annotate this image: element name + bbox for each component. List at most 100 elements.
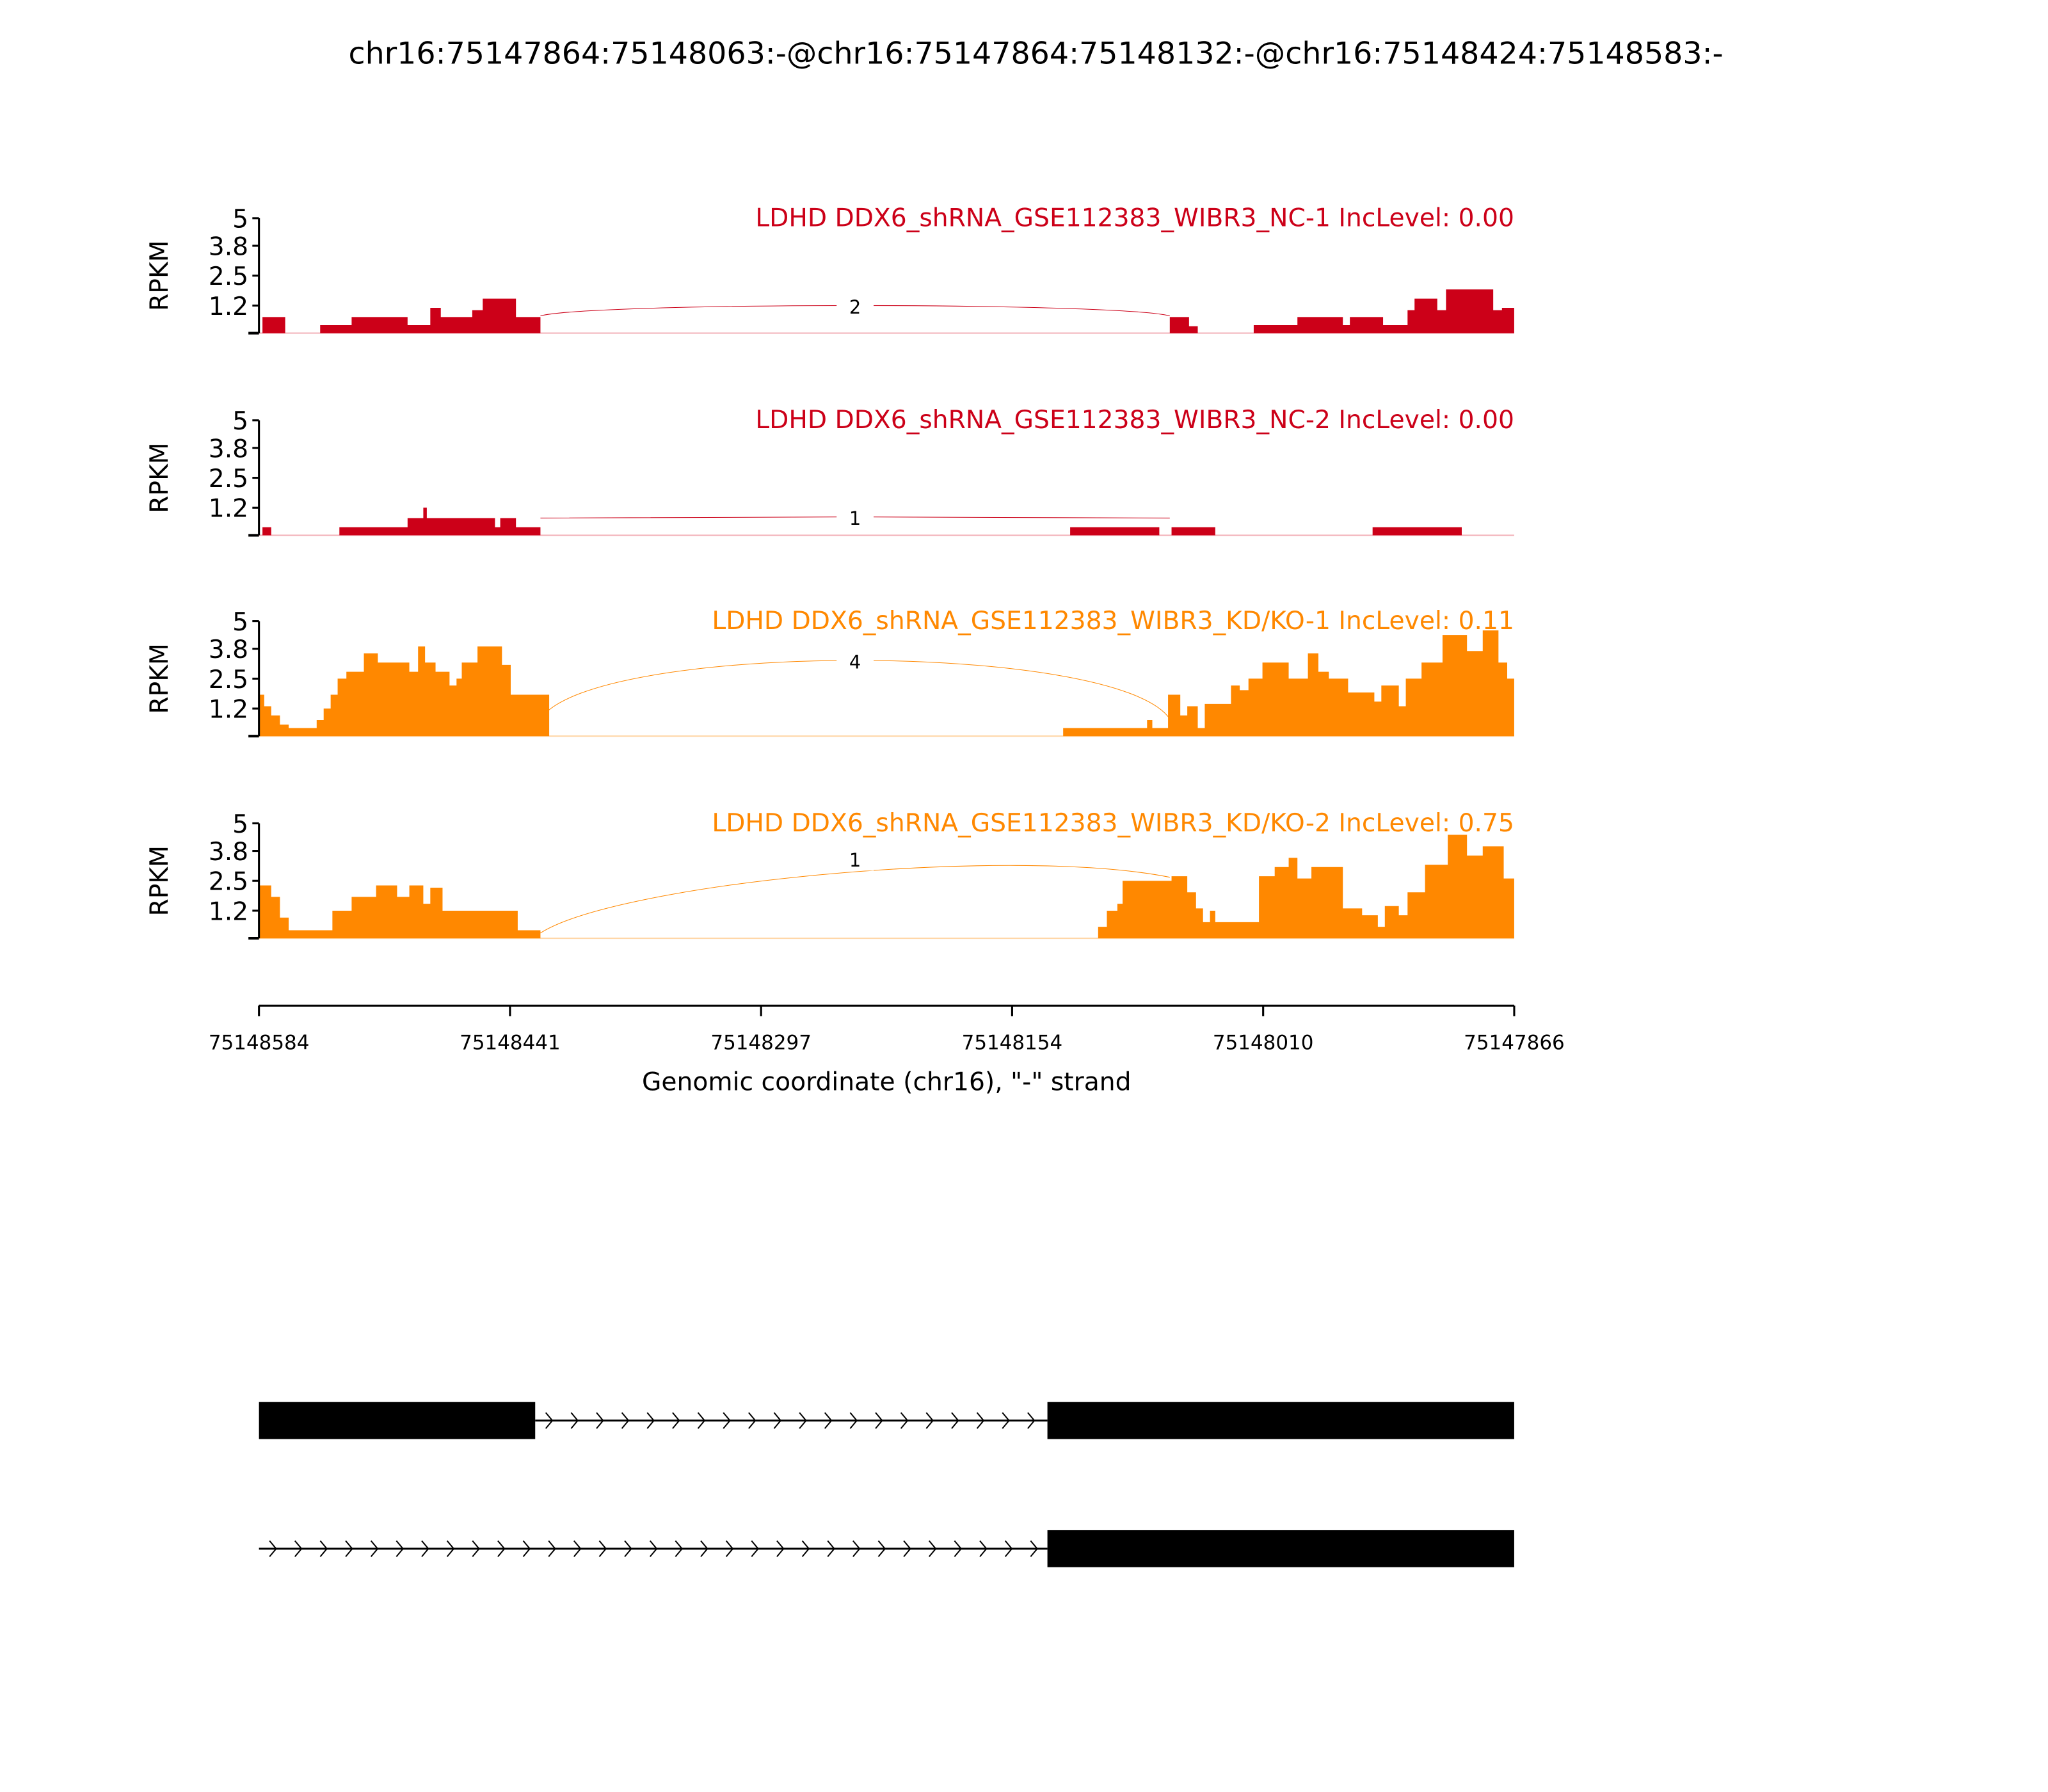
strand-arrow-icon bbox=[649, 1540, 658, 1557]
strand-arrow-icon bbox=[824, 1412, 833, 1429]
x-axis-label: Genomic coordinate (chr16), "-" strand bbox=[642, 1068, 1132, 1096]
strand-arrow-icon bbox=[928, 1540, 937, 1557]
coverage-area bbox=[259, 835, 1514, 939]
strand-arrow-icon bbox=[621, 1412, 630, 1429]
coverage-area bbox=[259, 630, 1514, 737]
track-2: 1 53.82.51.2 RPKM LDHD DDX6_shRNA_GSE112383… bbox=[145, 406, 1514, 537]
y-axis-label: RPKM bbox=[145, 845, 174, 916]
x-tick-label: 75148010 bbox=[1213, 1031, 1314, 1054]
track-4: 1 53.82.51.2 RPKM LDHD DDX6_shRNA_GSE112383… bbox=[145, 809, 1514, 940]
strand-arrow-icon bbox=[269, 1540, 277, 1557]
x-tick-label: 75147866 bbox=[1464, 1031, 1565, 1054]
strand-arrow-icon bbox=[596, 1412, 604, 1429]
strand-arrow-icon bbox=[799, 1412, 807, 1429]
strand-arrow-icon bbox=[1004, 1540, 1013, 1557]
track-label: LDHD DDX6_shRNA_GSE112383_WIBR3_NC-2 Inc… bbox=[755, 406, 1514, 435]
y-tick-label: 5 bbox=[232, 810, 248, 839]
strand-arrow-icon bbox=[548, 1540, 556, 1557]
strand-arrow-icon bbox=[472, 1540, 480, 1557]
strand-arrow-icon bbox=[421, 1540, 429, 1557]
y-axis-label: RPKM bbox=[145, 643, 174, 714]
strand-arrow-icon bbox=[446, 1540, 455, 1557]
strand-arrow-icon bbox=[773, 1412, 782, 1429]
strand-arrow-icon bbox=[573, 1540, 582, 1557]
junction-label-bg bbox=[836, 849, 874, 871]
strand-arrow-icon bbox=[672, 1412, 680, 1429]
y-tick-label: 1.2 bbox=[209, 696, 248, 724]
junction-label-bg bbox=[836, 296, 874, 318]
strand-arrow-icon bbox=[979, 1540, 988, 1557]
gene-models bbox=[259, 1402, 1514, 1567]
strand-arrow-icon bbox=[570, 1412, 579, 1429]
strand-arrow-icon bbox=[675, 1540, 684, 1557]
y-tick-label: 3.8 bbox=[209, 232, 248, 261]
strand-arrow-icon bbox=[598, 1540, 607, 1557]
strand-arrow-icon bbox=[319, 1540, 328, 1557]
strand-arrow-icon bbox=[700, 1540, 708, 1557]
track-3: 4 53.82.51.2 RPKM LDHD DDX6_shRNA_GSE112383… bbox=[145, 607, 1514, 738]
strand-arrow-icon bbox=[646, 1412, 655, 1429]
coverage-area bbox=[262, 289, 1514, 333]
strand-arrow-icon bbox=[396, 1540, 404, 1557]
chart-title: chr16:75147864:75148063:-@chr16:75147864… bbox=[348, 36, 1723, 71]
track-label: LDHD DDX6_shRNA_GSE112383_WIBR3_NC-1 Inc… bbox=[755, 204, 1514, 232]
strand-arrow-icon bbox=[345, 1540, 353, 1557]
y-axis-label: RPKM bbox=[145, 240, 174, 310]
isoform-1 bbox=[259, 1402, 1514, 1439]
track-1: 2 53.82.51.2 RPKM LDHD DDX6_shRNA_GSE112383… bbox=[145, 204, 1514, 335]
y-tick-label: 1.2 bbox=[209, 495, 248, 524]
y-tick-label: 1.2 bbox=[209, 897, 248, 926]
junction-label-bg bbox=[836, 508, 874, 529]
y-tick-label: 5 bbox=[232, 407, 248, 436]
strand-arrow-icon bbox=[522, 1540, 531, 1557]
y-tick-label: 2.5 bbox=[209, 666, 248, 694]
isoform-2 bbox=[259, 1530, 1514, 1567]
strand-arrow-icon bbox=[748, 1412, 756, 1429]
strand-arrow-icon bbox=[801, 1540, 810, 1557]
junction-count: 1 bbox=[849, 508, 861, 529]
y-tick-label: 3.8 bbox=[209, 636, 248, 664]
strand-arrow-icon bbox=[1002, 1412, 1010, 1429]
y-axis-label: RPKM bbox=[145, 442, 174, 513]
y-tick-label: 5 bbox=[232, 608, 248, 637]
strand-arrow-icon bbox=[951, 1412, 959, 1429]
exon bbox=[259, 1402, 536, 1439]
strand-arrow-icon bbox=[723, 1412, 731, 1429]
y-tick-label: 3.8 bbox=[209, 435, 248, 463]
coverage-area bbox=[262, 508, 1462, 536]
y-tick-label: 5 bbox=[232, 205, 248, 234]
strand-arrow-icon bbox=[370, 1540, 379, 1557]
strand-arrow-icon bbox=[900, 1412, 909, 1429]
exon bbox=[1047, 1530, 1514, 1567]
strand-arrow-icon bbox=[751, 1540, 759, 1557]
strand-arrow-icon bbox=[925, 1412, 934, 1429]
junction-count: 4 bbox=[849, 651, 861, 673]
x-tick-label: 75148154 bbox=[962, 1031, 1063, 1054]
strand-arrow-icon bbox=[852, 1540, 861, 1557]
junction-count: 1 bbox=[849, 849, 861, 871]
y-tick-label: 2.5 bbox=[209, 465, 248, 493]
y-tick-label: 2.5 bbox=[209, 262, 248, 291]
x-axis: 75148584 75148441 75148297 75148154 75148010… bbox=[209, 1004, 1565, 1054]
strand-arrow-icon bbox=[976, 1412, 985, 1429]
strand-arrow-icon bbox=[827, 1540, 835, 1557]
strand-arrow-icon bbox=[545, 1412, 554, 1429]
exon bbox=[1047, 1402, 1514, 1439]
track-label: LDHD DDX6_shRNA_GSE112383_WIBR3_KD/KO-1 … bbox=[712, 607, 1514, 636]
strand-arrow-icon bbox=[776, 1540, 785, 1557]
strand-arrow-icon bbox=[1027, 1412, 1036, 1429]
x-tick-label: 75148584 bbox=[209, 1031, 310, 1054]
strand-arrow-icon bbox=[1030, 1540, 1038, 1557]
strand-arrow-icon bbox=[294, 1540, 303, 1557]
strand-arrow-icon bbox=[725, 1540, 734, 1557]
x-tick-label: 75148441 bbox=[460, 1031, 561, 1054]
y-tick-label: 2.5 bbox=[209, 868, 248, 897]
strand-arrow-icon bbox=[954, 1540, 963, 1557]
junction-label-bg bbox=[836, 651, 874, 673]
strand-arrow-icon bbox=[877, 1540, 886, 1557]
y-tick-label: 1.2 bbox=[209, 292, 248, 321]
x-tick-label: 75148297 bbox=[710, 1031, 812, 1054]
